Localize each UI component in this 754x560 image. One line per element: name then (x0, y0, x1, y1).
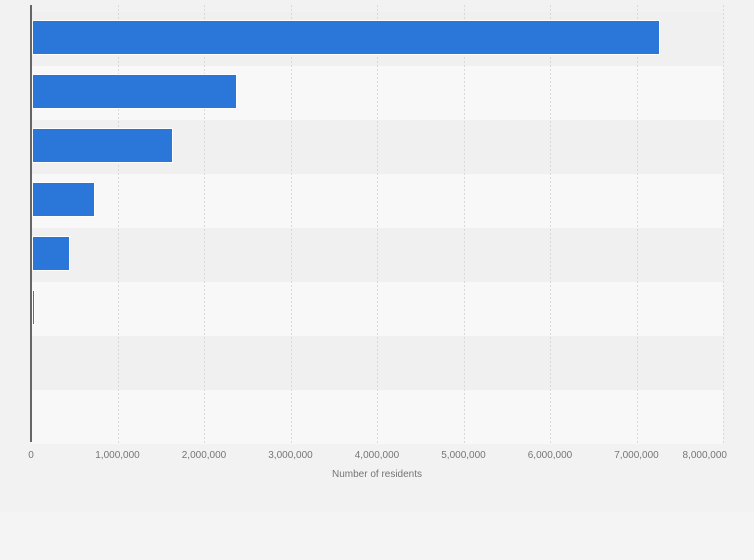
x-tick-label: 1,000,000 (95, 450, 140, 461)
bar[interactable] (31, 73, 237, 109)
bar[interactable] (31, 181, 95, 217)
bar[interactable] (31, 289, 35, 325)
gridline (117, 5, 119, 444)
gridline (723, 5, 724, 444)
x-tick-label: 3,000,000 (268, 450, 313, 461)
gridline (377, 5, 378, 444)
x-tick-label: 7,000,000 (614, 450, 659, 461)
bar[interactable] (31, 127, 174, 163)
bar[interactable] (31, 235, 70, 271)
x-tick-label: 8,000,000 (682, 450, 728, 461)
x-tick-label: 4,000,000 (354, 450, 400, 461)
bar[interactable] (31, 19, 661, 55)
gridline (290, 5, 292, 444)
x-tick-label: 0 (28, 450, 34, 461)
x-tick-label: 6,000,000 (527, 450, 573, 461)
footer-area (0, 512, 754, 560)
y-axis-line (30, 5, 32, 442)
gridline (636, 5, 638, 444)
x-axis-title: Number of residents (331, 469, 423, 480)
x-tick-label: 5,000,000 (441, 450, 486, 461)
gridline (204, 5, 205, 444)
gridline (550, 5, 551, 444)
x-tick-label: 2,000,000 (181, 450, 227, 461)
gridline (463, 5, 465, 444)
